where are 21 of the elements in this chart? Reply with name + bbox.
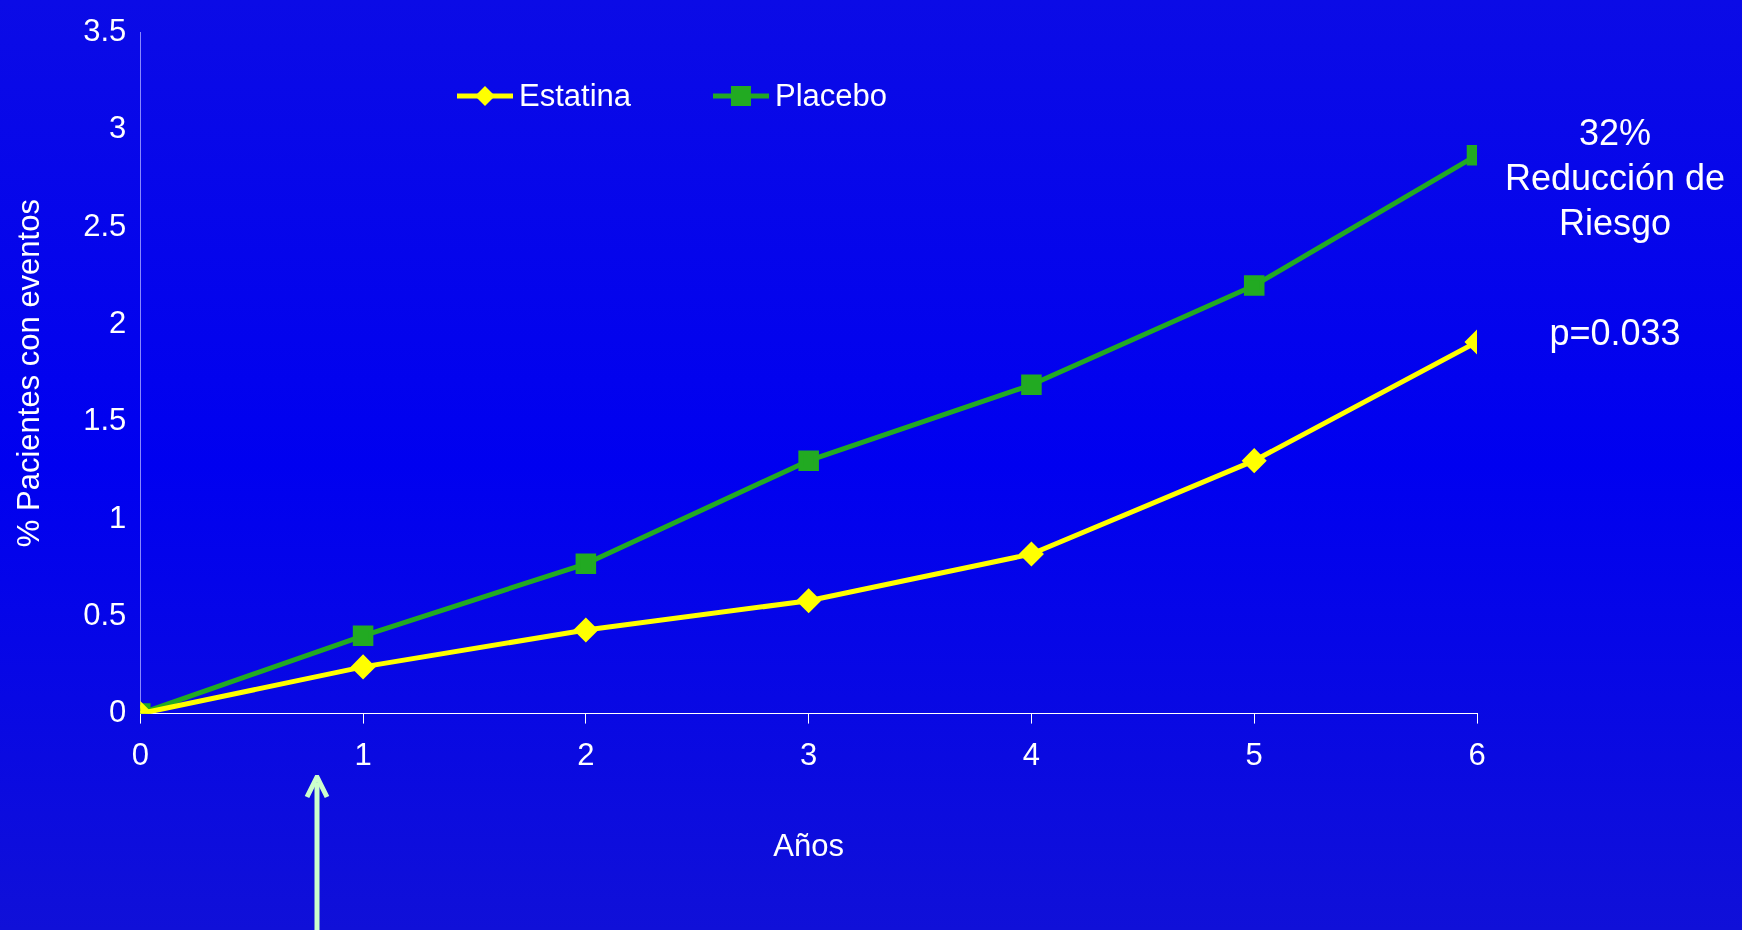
x-tick-label: 3 <box>800 736 818 772</box>
y-tick-label: 0.5 <box>83 596 127 632</box>
y-tick-label: 3.5 <box>83 13 127 49</box>
text: 32% Reducción de Riesgo <box>1503 111 1727 245</box>
text: p=0.033 <box>1548 312 1682 354</box>
y-tick-label: 2.5 <box>83 207 127 243</box>
y-tick-label: 0 <box>109 694 127 730</box>
legend-label: Placebo <box>775 78 888 114</box>
x-axis-title: Años <box>773 827 844 863</box>
x-tick-label: 4 <box>1022 736 1041 772</box>
x-tick-label: 0 <box>131 736 149 772</box>
legend-label: Estatina <box>519 78 632 114</box>
y-axis-title: % Pacientes con eventos <box>11 199 47 548</box>
y-tick-label: 2 <box>109 305 127 340</box>
y-tick-label: 1.5 <box>83 402 127 438</box>
y-tick-label: 3 <box>109 110 127 146</box>
x-tick-label: 2 <box>577 736 595 772</box>
x-tick-label: 6 <box>1468 736 1486 772</box>
x-tick-label: 1 <box>354 736 372 772</box>
y-tick-label: 1 <box>109 499 127 535</box>
x-tick-label: 5 <box>1245 736 1263 772</box>
